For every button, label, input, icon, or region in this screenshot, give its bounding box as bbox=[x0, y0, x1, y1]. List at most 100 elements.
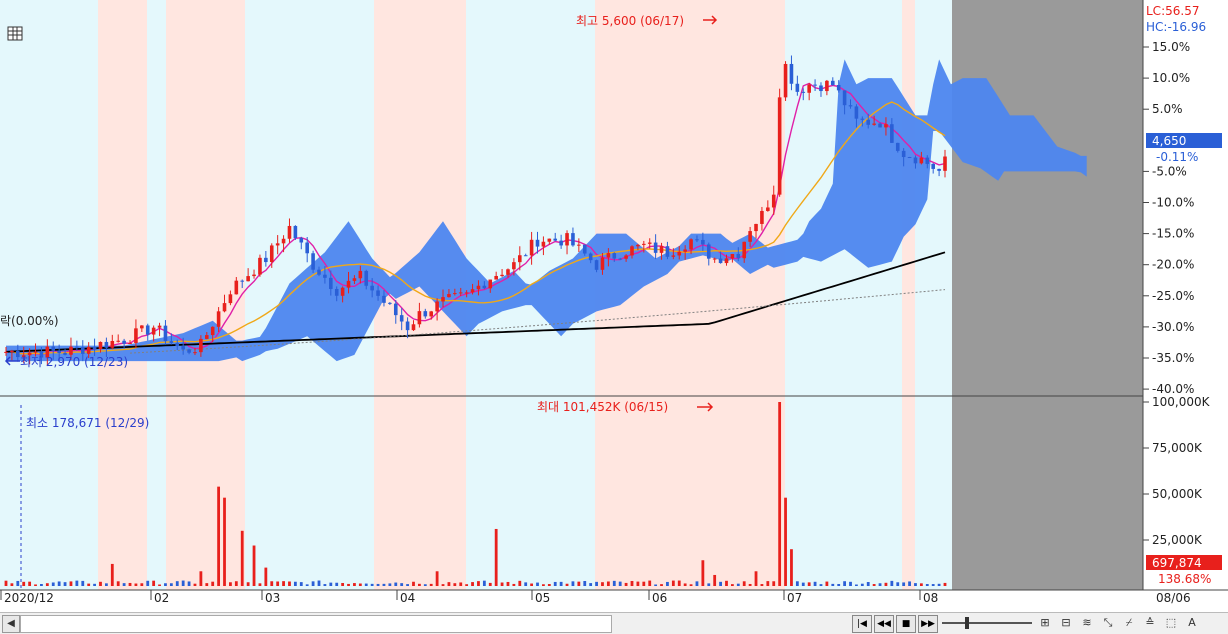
nav-stop-button[interactable]: ■ bbox=[896, 615, 916, 633]
zoom-slider[interactable] bbox=[942, 622, 1032, 624]
volume-bar bbox=[299, 582, 303, 586]
shade-band-4 bbox=[902, 0, 915, 590]
candle-body bbox=[541, 241, 546, 247]
volume-bar bbox=[878, 583, 882, 586]
volume-bar bbox=[258, 583, 262, 586]
tool-split-icon[interactable]: ⊟ bbox=[1061, 616, 1071, 629]
candle-body bbox=[411, 324, 416, 331]
current-change-label: -0.11% bbox=[1156, 150, 1198, 164]
candle-body bbox=[299, 238, 304, 243]
current-price-box bbox=[1146, 133, 1222, 148]
volume-bar bbox=[855, 584, 858, 586]
candle-body bbox=[193, 352, 197, 354]
volume-bar bbox=[435, 571, 439, 586]
tool-text-icon[interactable]: A bbox=[1188, 616, 1196, 629]
candle-body bbox=[281, 238, 286, 244]
candle-body bbox=[269, 245, 274, 263]
candle-body bbox=[429, 311, 434, 317]
volume-bar bbox=[459, 582, 463, 586]
zoom-slider-thumb[interactable] bbox=[965, 617, 969, 629]
ichimoku-cloud bbox=[6, 59, 1087, 362]
volume-bar bbox=[217, 486, 221, 586]
price-tick-label: -25.0% bbox=[1152, 289, 1194, 303]
candle-body bbox=[264, 257, 268, 263]
candle-body bbox=[813, 84, 817, 86]
volume-bar bbox=[748, 583, 752, 586]
volume-bar bbox=[288, 581, 291, 586]
volume-bar bbox=[618, 581, 622, 586]
volume-axis-ticks: 100,000K 75,000K 50,000K 25,000K bbox=[1143, 395, 1211, 547]
volume-bar bbox=[75, 580, 79, 586]
candlestick-series bbox=[4, 55, 947, 367]
cloud-area bbox=[6, 59, 1087, 362]
volume-bar bbox=[22, 581, 26, 586]
candle-body bbox=[458, 292, 463, 294]
volume-bar bbox=[376, 583, 380, 586]
candle-body bbox=[246, 276, 250, 282]
scroll-track[interactable] bbox=[20, 615, 612, 633]
candle-body bbox=[157, 325, 162, 328]
stock-chart[interactable]: 15.0% 10.0% 5.0% -5.0% -10.0% -15.0% -20.0% -25… bbox=[0, 0, 1228, 612]
candle-body bbox=[63, 353, 67, 355]
candle-body bbox=[323, 274, 327, 278]
volume-bar bbox=[725, 580, 728, 586]
ma-mid-line bbox=[5, 101, 946, 355]
scroll-left-button[interactable]: ◀ bbox=[2, 615, 20, 633]
candle-body bbox=[819, 85, 823, 92]
volume-bar bbox=[494, 528, 498, 586]
candle-body bbox=[470, 289, 475, 293]
candle-body bbox=[830, 80, 835, 85]
candle-body bbox=[181, 346, 185, 350]
volume-bar bbox=[606, 581, 610, 586]
candle-body bbox=[122, 340, 126, 344]
volume-bar bbox=[63, 582, 67, 586]
candle-body bbox=[210, 326, 215, 336]
candle-body bbox=[222, 303, 227, 312]
volume-bars bbox=[4, 402, 947, 586]
candle-body bbox=[943, 156, 947, 171]
candle-body bbox=[317, 269, 321, 275]
candle-body bbox=[683, 249, 687, 252]
volume-bar bbox=[57, 581, 61, 586]
tool-box-icon[interactable]: ⬚ bbox=[1165, 616, 1177, 629]
price-tick-label: 5.0% bbox=[1152, 102, 1183, 116]
tool-line-icon[interactable]: ⌿ bbox=[1125, 616, 1133, 629]
tool-fib-icon[interactable]: ≙ bbox=[1145, 616, 1155, 629]
x-tick-label: 06 bbox=[652, 591, 667, 605]
candle-body bbox=[860, 118, 865, 120]
volume-bar bbox=[417, 583, 421, 586]
tool-wave-icon[interactable]: ≋ bbox=[1082, 616, 1092, 629]
candle-body bbox=[795, 83, 800, 92]
candle-body bbox=[98, 341, 103, 350]
volume-bar bbox=[843, 581, 847, 586]
candle-body bbox=[128, 343, 132, 345]
candle-body bbox=[134, 328, 138, 344]
volume-bar bbox=[636, 581, 640, 586]
candle-body bbox=[854, 106, 859, 119]
candle-body bbox=[482, 285, 487, 289]
volume-bar bbox=[825, 581, 829, 586]
volume-bar bbox=[358, 583, 362, 586]
chart-scrollbar[interactable]: ◀ |◀ ◀◀ ■ ▶▶ ⊞ ⊟ ≋ ⤡ ⌿ ≙ ⬚ A bbox=[0, 612, 1228, 634]
candle-body bbox=[199, 338, 203, 353]
candle-body bbox=[842, 90, 847, 106]
candle-body bbox=[706, 244, 711, 259]
tool-expand-icon[interactable]: ⤡ bbox=[1103, 616, 1113, 629]
nav-forward-button[interactable]: ▶▶ bbox=[918, 615, 938, 633]
volume-bar bbox=[601, 582, 604, 586]
candle-body bbox=[334, 288, 339, 296]
data-table-icon[interactable] bbox=[7, 26, 23, 41]
volume-bar bbox=[565, 583, 569, 586]
volume-bar bbox=[695, 581, 699, 586]
nav-rewind-button[interactable]: ◀◀ bbox=[874, 615, 894, 633]
lc-label: LC:56.57 bbox=[1146, 4, 1199, 18]
vol-max-annotation: 최대 101,452K (06/15) bbox=[537, 400, 668, 414]
candle-body bbox=[393, 303, 398, 316]
candle-body bbox=[92, 346, 97, 350]
tool-grid-icon[interactable]: ⊞ bbox=[1040, 616, 1050, 629]
volume-bar bbox=[831, 583, 835, 586]
low-arrow bbox=[4, 356, 20, 366]
nav-first-button[interactable]: |◀ bbox=[852, 615, 872, 633]
volume-bar bbox=[270, 581, 274, 586]
volume-bar bbox=[500, 582, 504, 586]
